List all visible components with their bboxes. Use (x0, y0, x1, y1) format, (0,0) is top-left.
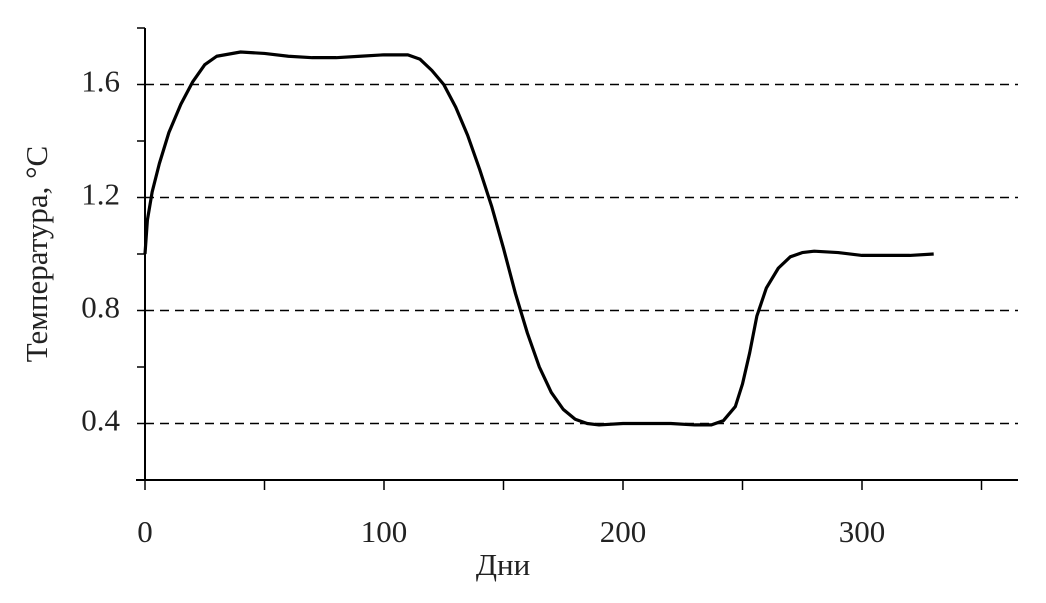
y-axis-label: Температура, °C (19, 146, 54, 362)
x-tick-label: 0 (137, 514, 153, 549)
x-tick-label: 100 (361, 514, 408, 549)
y-tick-label: 0.8 (81, 290, 120, 325)
y-tick-label: 1.6 (81, 64, 120, 99)
y-tick-label: 0.4 (81, 403, 120, 438)
x-axis-label: Дни (476, 547, 530, 582)
y-tick-label: 1.2 (81, 177, 120, 212)
x-tick-label: 200 (600, 514, 647, 549)
x-tick-label: 300 (839, 514, 886, 549)
data-line (143, 50, 934, 427)
